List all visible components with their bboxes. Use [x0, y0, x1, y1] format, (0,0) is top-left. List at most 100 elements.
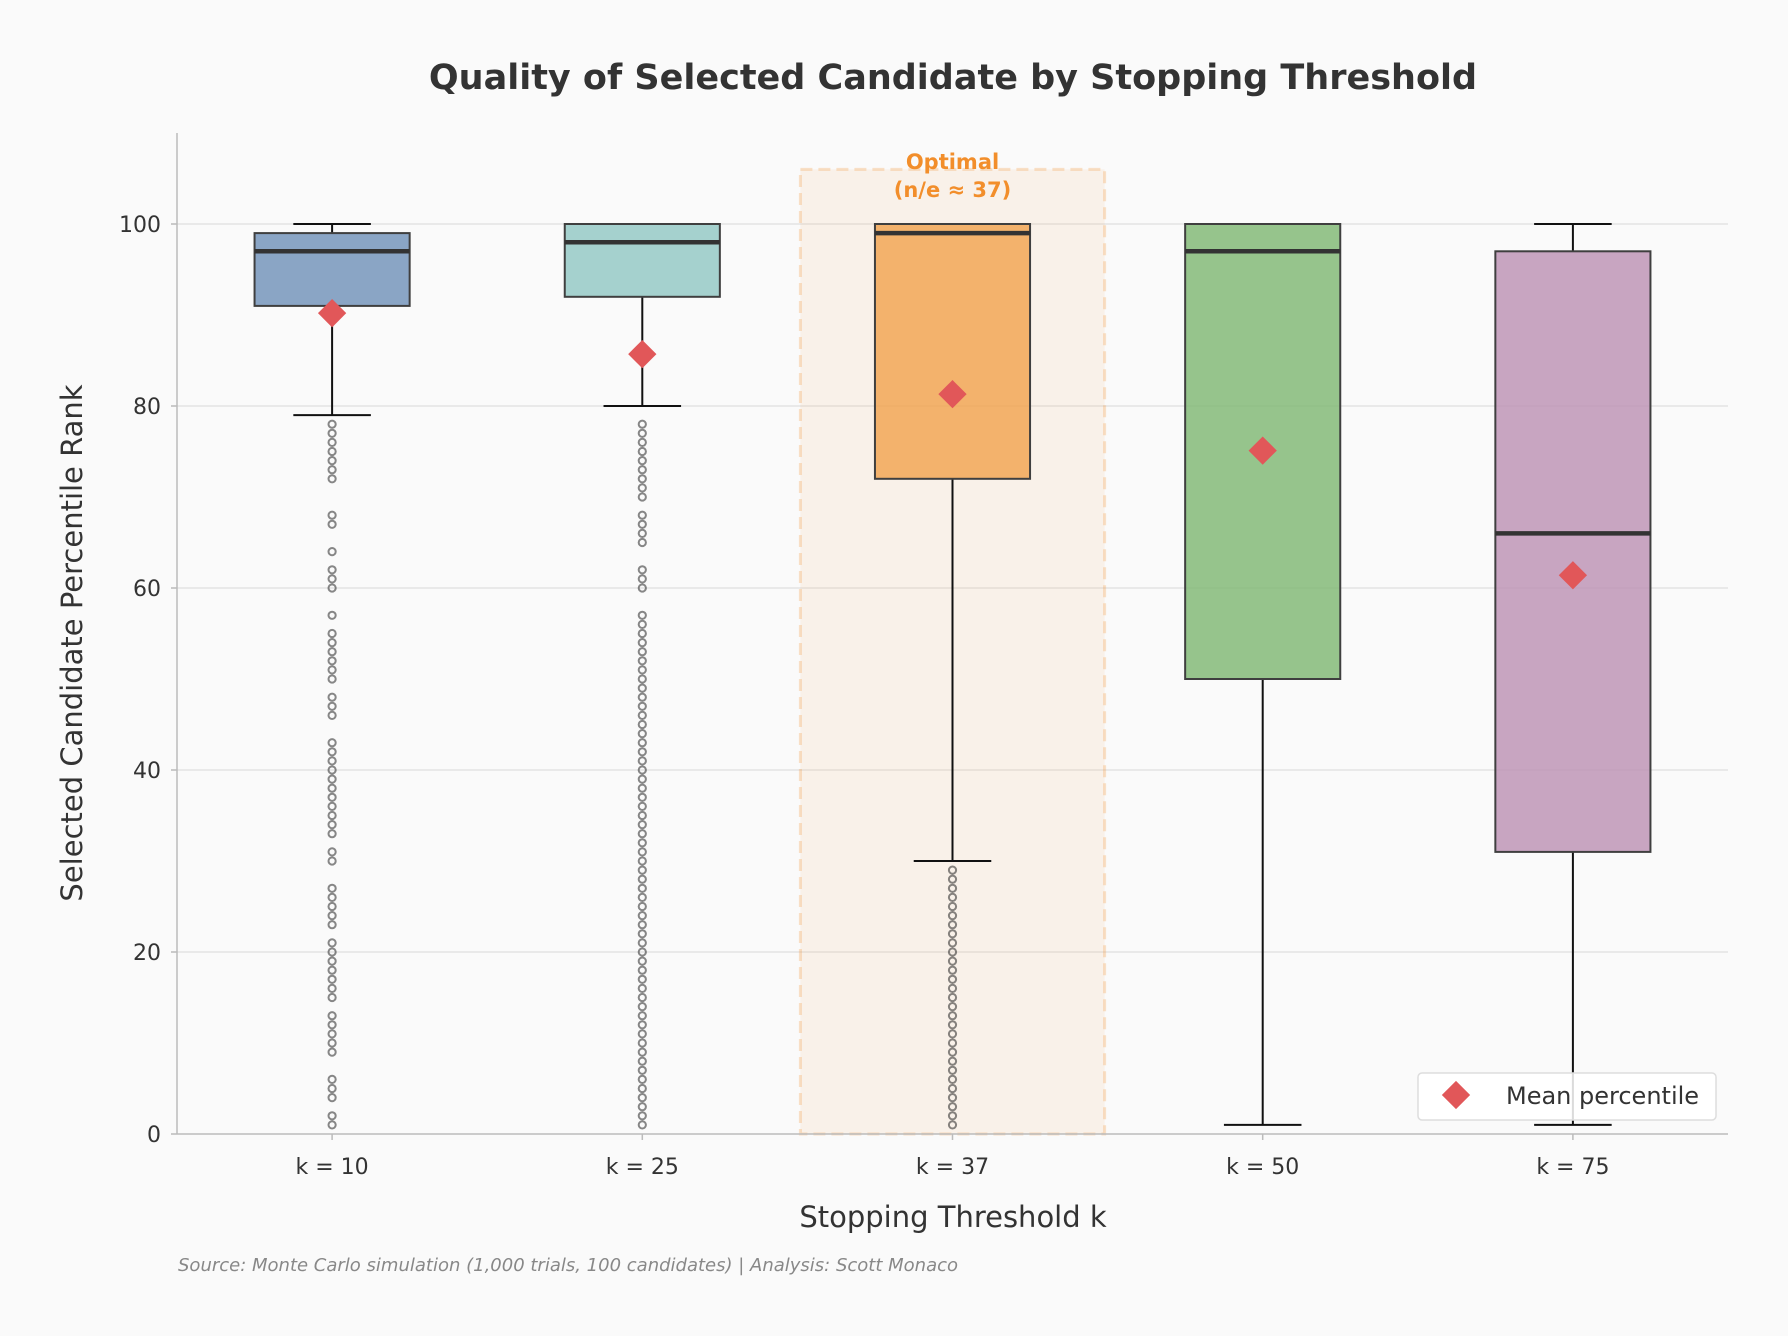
outlier-point [327, 965, 337, 975]
outlier-point [637, 683, 647, 693]
outlier-point [637, 1047, 647, 1057]
outlier-point [327, 710, 337, 721]
outlier-point [327, 1074, 337, 1085]
outlier-point [327, 1093, 337, 1103]
outlier-point [327, 765, 337, 775]
outlier-point [327, 610, 337, 620]
outlier-point [637, 911, 647, 921]
mean-marker [1558, 561, 1588, 590]
outlier-point [637, 674, 647, 684]
outlier-point [947, 983, 958, 994]
outlier-point [327, 456, 337, 466]
y-tick-label: 20 [133, 941, 161, 966]
outlier-point [327, 947, 337, 957]
outlier-point [637, 1102, 647, 1112]
outlier-point [327, 1029, 337, 1039]
outlier-point [327, 738, 337, 748]
outlier-point [947, 965, 958, 975]
outlier-point [637, 1020, 647, 1030]
outlier-point [637, 938, 647, 948]
outlier-point [947, 1002, 958, 1012]
outlier-point [327, 911, 337, 921]
y-axis-label: Selected Candidate Percentile Rank [55, 384, 89, 901]
y-tick-label: 40 [133, 759, 161, 784]
outlier-point [637, 774, 647, 784]
x-tick-label: k = 37 [916, 1155, 989, 1180]
outlier-point [947, 1111, 958, 1121]
outlier-point [327, 883, 337, 893]
y-tick-label: 80 [133, 395, 161, 420]
outlier-point [327, 638, 337, 648]
outlier-point [327, 692, 337, 702]
iqr-box [563, 223, 721, 298]
outlier-point [637, 901, 647, 912]
outlier-point [947, 929, 958, 939]
mean-marker [317, 299, 347, 328]
outlier-point [637, 574, 647, 584]
outlier-point [947, 1038, 958, 1048]
outlier-point [947, 947, 958, 957]
outlier-point [947, 974, 958, 984]
outlier-point [327, 628, 337, 639]
outlier-point [637, 565, 647, 575]
outlier-point [947, 892, 958, 903]
iqr-box [873, 223, 1032, 480]
outlier-point [327, 701, 337, 711]
outlier-point [947, 1011, 958, 1021]
outlier-point [947, 1074, 958, 1085]
outlier-point [637, 583, 647, 593]
outlier-point [637, 1074, 647, 1085]
outlier-point [637, 920, 647, 930]
outlier-point [637, 820, 647, 830]
outlier-point [637, 692, 647, 702]
outlier-point [947, 956, 958, 966]
outlier-point [637, 856, 647, 866]
outlier-point [327, 820, 337, 830]
outlier-point [327, 574, 337, 584]
outlier-point [327, 1038, 337, 1048]
outlier-point [327, 992, 337, 1003]
outlier-point [637, 810, 647, 821]
outlier-point [947, 1065, 958, 1075]
outlier-point [637, 874, 647, 884]
outlier-point [637, 519, 647, 529]
x-tick-label: k = 75 [1536, 1155, 1609, 1180]
outlier-point [327, 783, 337, 793]
outlier-point [637, 1111, 647, 1121]
outlier-point [327, 1111, 337, 1121]
outlier-point [637, 1083, 647, 1094]
outlier-point [637, 1029, 647, 1039]
legend-label: Mean percentile [1506, 1082, 1699, 1110]
outlier-point [327, 674, 337, 684]
outlier-point [637, 992, 647, 1003]
outlier-point [327, 510, 337, 520]
outlier-point [947, 1120, 958, 1130]
mean-marker [628, 339, 657, 369]
outlier-point [637, 647, 647, 657]
outlier-point [637, 1002, 647, 1012]
outlier-point [947, 1083, 958, 1094]
outlier-point [637, 929, 647, 939]
outlier-point [947, 1056, 958, 1066]
outlier-point [947, 1047, 958, 1057]
outlier-point [947, 1029, 958, 1039]
x-tick-label: k = 25 [606, 1155, 679, 1180]
outlier-point [947, 911, 958, 921]
outlier-point [327, 656, 337, 666]
outlier-point [327, 647, 337, 657]
outlier-point [327, 437, 337, 447]
y-tick-labels: 0 20 40 60 80 100 [119, 213, 177, 1148]
outlier-point [637, 465, 647, 475]
outlier-point [637, 783, 647, 793]
outlier-point [637, 456, 647, 466]
outlier-point [327, 856, 337, 866]
outlier-point [637, 638, 647, 648]
outlier-point [637, 537, 647, 548]
box-3 [873, 223, 1032, 1130]
outlier-point [327, 1047, 337, 1057]
outlier-point [637, 838, 647, 848]
outlier-point [327, 1083, 337, 1094]
outlier-point [327, 465, 337, 475]
outlier-point [637, 965, 647, 975]
legend-mean-marker [1441, 1080, 1471, 1110]
